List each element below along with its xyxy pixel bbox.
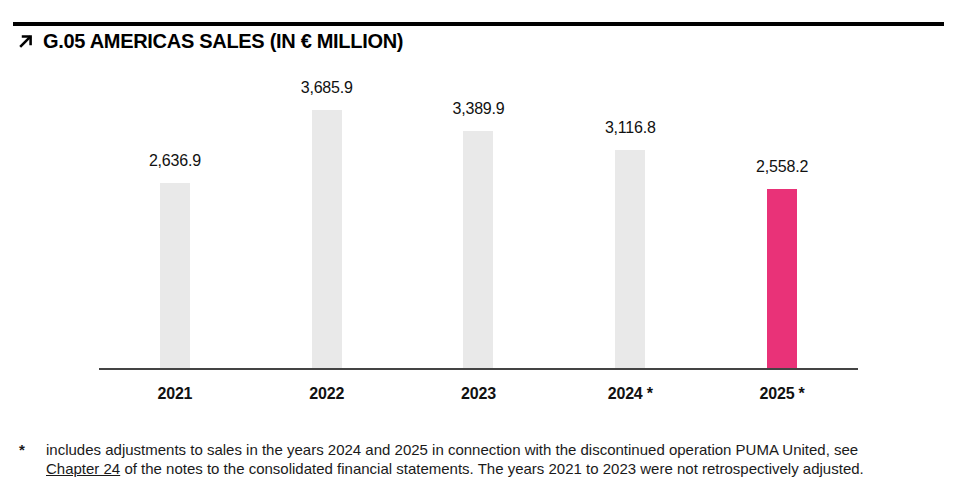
x-axis-label: 2023 [403, 385, 555, 403]
bar-group-2025: 2,558.22025 * [706, 60, 858, 368]
footnote-line1: includes adjustments to sales in the yea… [46, 441, 858, 458]
x-axis-label: 2022 [251, 385, 403, 403]
bar-group-2021: 2,636.92021 [99, 60, 251, 368]
bar-group-2022: 3,685.92022 [251, 60, 403, 368]
footnote-line2: of the notes to the consolidated financi… [120, 460, 864, 477]
chapter-24-link[interactable]: Chapter 24 [46, 460, 120, 477]
bar-value-label: 3,116.8 [554, 119, 706, 137]
bar-value-label: 3,389.9 [403, 100, 555, 118]
bar-group-2023: 3,389.92023 [403, 60, 555, 368]
footnote: * includes adjustments to sales in the y… [19, 440, 940, 478]
footnote-marker: * [19, 440, 46, 478]
chart-bar [463, 131, 493, 368]
bar-chart: 2,636.920213,685.920223,389.920233,116.8… [99, 60, 858, 370]
x-axis-label: 2021 [99, 385, 251, 403]
bar-value-label: 2,636.9 [99, 152, 251, 170]
bar-value-label: 3,685.9 [251, 79, 403, 97]
bar-group-2024: 3,116.82024 * [554, 60, 706, 368]
chart-header: G.05 AMERICAS SALES (IN € MILLION) [17, 30, 403, 53]
chart-bar [615, 150, 645, 368]
x-axis-label: 2025 * [706, 385, 858, 403]
report-page: G.05 AMERICAS SALES (IN € MILLION) 2,636… [0, 0, 960, 500]
title-rule [13, 22, 944, 26]
arrow-up-right-icon [17, 33, 34, 50]
chart-bar [160, 183, 190, 368]
chart-bar [767, 189, 797, 368]
chart-title: G.05 AMERICAS SALES (IN € MILLION) [43, 30, 403, 53]
bar-value-label: 2,558.2 [706, 158, 858, 176]
x-axis-label: 2024 * [554, 385, 706, 403]
footnote-text: includes adjustments to sales in the yea… [46, 440, 864, 478]
chart-bar [312, 110, 342, 368]
